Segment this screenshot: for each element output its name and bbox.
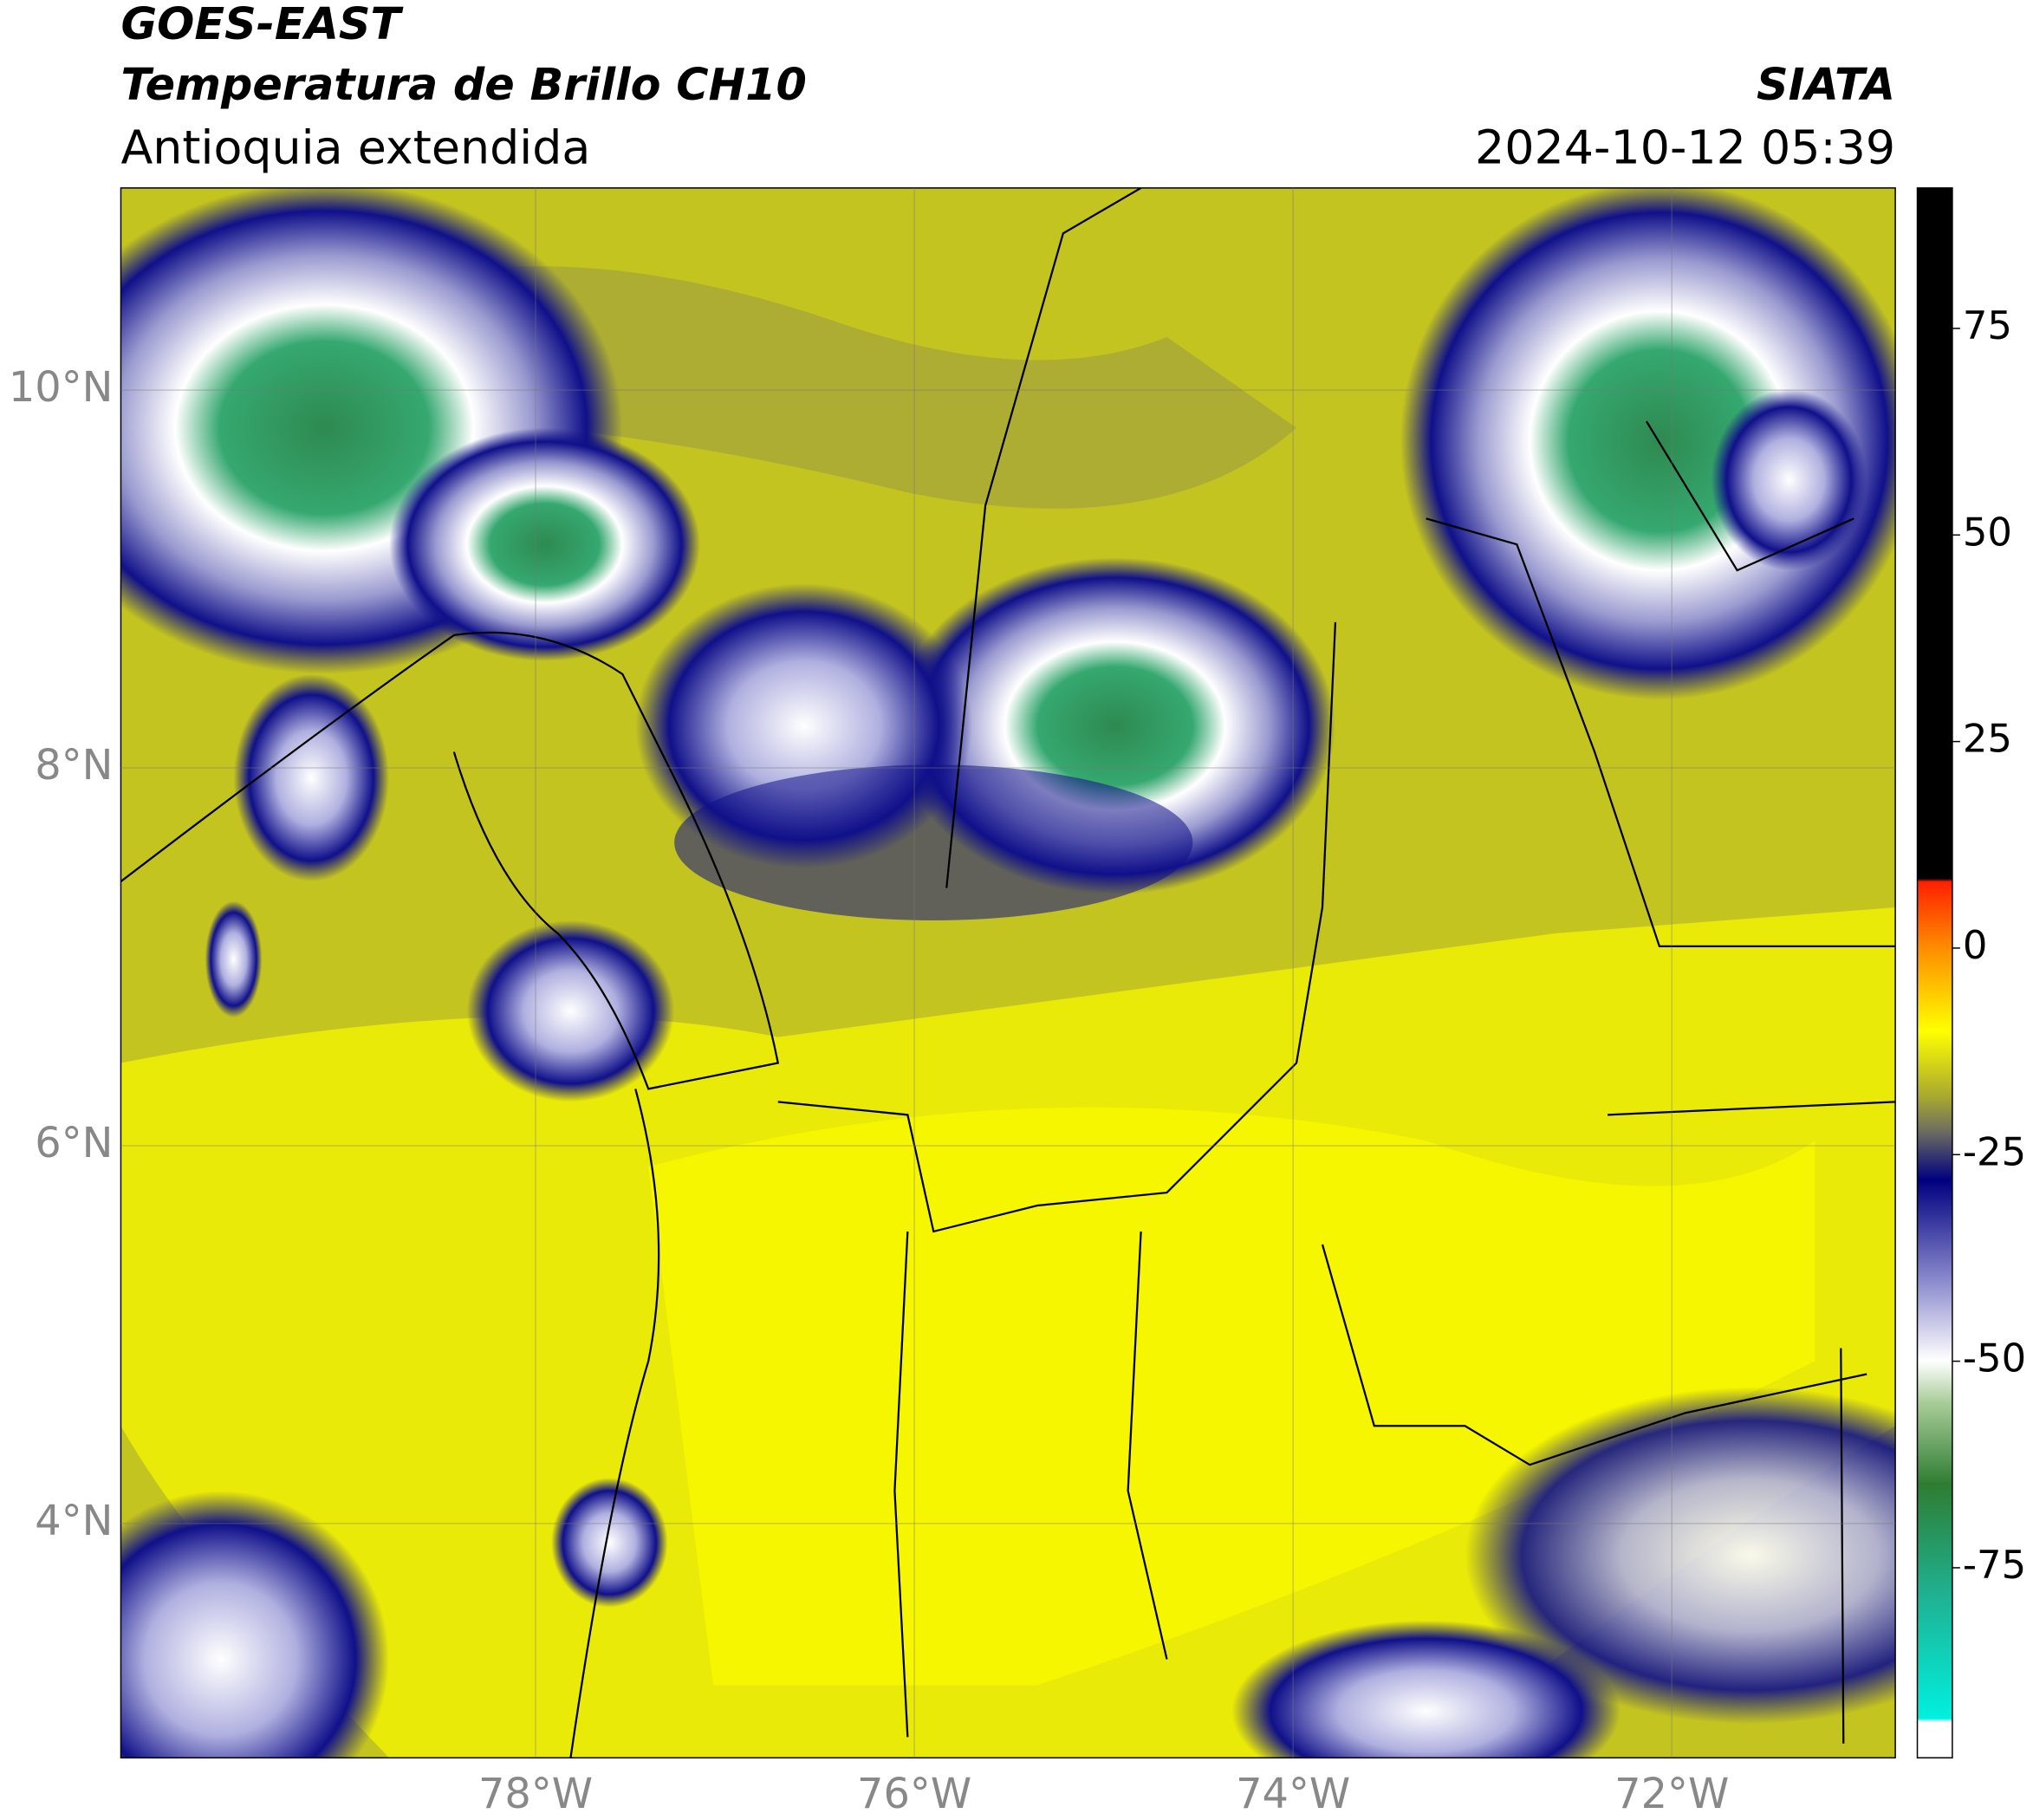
lat-tick-label: 4°N	[35, 1498, 113, 1545]
colorbar-tick-label: -25	[1963, 1128, 2026, 1174]
source: SIATA	[1757, 59, 1895, 110]
region: Antioquia extendida	[120, 120, 590, 174]
colorbar-tick-label: 75	[1963, 302, 2012, 348]
colorbar-tick-label: 50	[1963, 509, 2012, 555]
colorbar	[1916, 187, 1953, 1758]
lon-tick-label: 72°W	[1614, 1771, 1729, 1818]
lon-tick-label: 74°W	[1236, 1771, 1350, 1818]
lat-tick-label: 8°N	[35, 742, 113, 790]
colorbar-tick-label: 25	[1963, 716, 2012, 762]
colorbar-tick-label: -50	[1963, 1336, 2026, 1381]
lat-tick-label: 6°N	[35, 1120, 113, 1167]
lon-tick-label: 76°W	[857, 1771, 971, 1818]
lon-tick-label: 78°W	[478, 1771, 593, 1818]
colorbar-tick-label: -75	[1963, 1542, 2026, 1588]
colorbar-tick-label: 0	[1963, 922, 1988, 968]
satellite-image	[120, 187, 1896, 1758]
subtitle: Temperatura de Brillo CH10	[120, 59, 806, 110]
title: GOES-EAST	[120, 0, 404, 49]
map-frame	[120, 187, 1896, 1758]
datetime: 2024-10-12 05:39	[1475, 120, 1895, 174]
lat-tick-label: 10°N	[9, 364, 114, 412]
borders	[120, 187, 1896, 1758]
